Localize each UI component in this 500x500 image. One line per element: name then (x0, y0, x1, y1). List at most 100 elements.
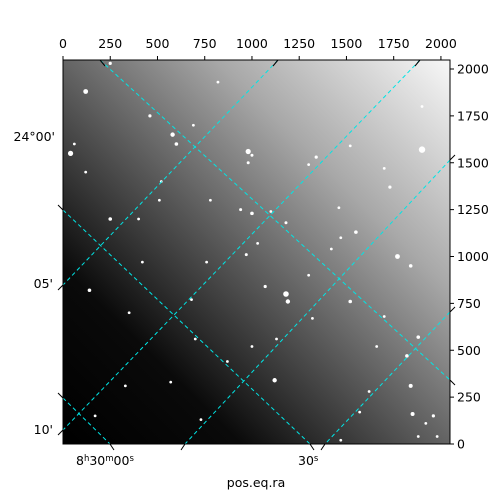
star (83, 89, 89, 94)
star (216, 80, 220, 84)
star (367, 390, 371, 393)
right-tick-label: 250 (457, 390, 481, 405)
star (418, 146, 426, 153)
star (84, 170, 88, 174)
star (256, 241, 260, 245)
ra-tick-label-1: 8h30m00s (76, 453, 134, 468)
star (250, 211, 254, 216)
star-field (67, 61, 439, 442)
star (284, 221, 288, 225)
image-background (63, 60, 450, 444)
star (416, 335, 421, 339)
star (314, 155, 318, 159)
plot-frame (62, 59, 451, 445)
star (382, 166, 386, 170)
right-tick-label: 1000 (457, 249, 489, 264)
dec-tick-label: 24°00' (14, 129, 56, 144)
top-tick-label: 750 (193, 36, 217, 51)
star (190, 298, 193, 302)
star (337, 206, 341, 210)
star (127, 311, 131, 315)
star (348, 144, 352, 148)
star (87, 288, 92, 293)
top-pixel-axis: 0 250 500 750 1000 1250 1500 1750 2000 (59, 36, 457, 60)
wcs-ticks (57, 59, 456, 451)
star (283, 291, 289, 297)
star (225, 360, 229, 363)
star (157, 198, 161, 202)
star (307, 273, 311, 277)
star (250, 153, 254, 157)
right-tick-label: 1250 (457, 202, 489, 217)
star (191, 123, 195, 127)
top-tick-label: 0 (59, 36, 67, 51)
star (307, 163, 311, 167)
star (140, 260, 144, 264)
top-tick-label: 1250 (283, 36, 315, 51)
dec-tick-label: 10' (34, 422, 53, 437)
top-tick-label: 1500 (331, 36, 363, 51)
star (123, 384, 127, 388)
star (382, 315, 386, 318)
x-axis-label: pos.eq.ra (227, 475, 285, 490)
star (108, 61, 112, 65)
star (424, 421, 428, 425)
grid-line-ra-2 (63, 209, 311, 444)
star (339, 438, 343, 442)
star (348, 299, 353, 304)
top-tick-label: 250 (98, 36, 122, 51)
star (174, 142, 179, 146)
star (275, 337, 278, 341)
grid-line-ra-1 (99, 60, 450, 381)
grid-line-dec-3 (184, 159, 450, 444)
dec-tick-label: 05' (34, 276, 53, 291)
star (408, 264, 413, 268)
top-tick-label: 1750 (378, 36, 410, 51)
star (358, 410, 362, 414)
star (193, 337, 197, 341)
star (170, 132, 175, 137)
grid-line-dec-2 (63, 60, 421, 431)
star (108, 217, 113, 221)
star (199, 418, 203, 422)
top-tick-label: 500 (146, 36, 170, 51)
star (137, 217, 140, 221)
star (169, 380, 173, 384)
right-tick-label: 1750 (457, 108, 489, 123)
image-area (63, 60, 450, 444)
right-tick-label: 1500 (457, 155, 489, 170)
star (416, 435, 420, 438)
star (269, 210, 273, 213)
right-tick-label: 2000 (457, 62, 489, 77)
star (329, 247, 333, 251)
star (250, 345, 254, 348)
right-tick-label: 750 (457, 296, 481, 311)
star (354, 230, 358, 234)
right-tick-label: 500 (457, 343, 481, 358)
star (405, 354, 409, 358)
star (375, 345, 379, 348)
star (339, 236, 343, 240)
top-tick-label: 2000 (425, 36, 457, 51)
star (148, 114, 152, 118)
star (395, 254, 400, 259)
star (72, 142, 76, 146)
star (311, 316, 314, 320)
star (263, 284, 267, 289)
star (388, 185, 392, 189)
star (420, 105, 424, 108)
star (205, 260, 209, 264)
star (246, 161, 250, 165)
star (245, 148, 251, 155)
star (239, 208, 243, 212)
star (431, 414, 435, 418)
star (435, 435, 439, 438)
grid-line-ra-3 (63, 397, 111, 444)
star (285, 299, 291, 304)
grid-line-dec-4 (324, 311, 450, 444)
grid-line-dec-1 (63, 60, 279, 286)
star (93, 414, 97, 418)
star (244, 253, 248, 257)
coordinate-grid (63, 60, 450, 444)
